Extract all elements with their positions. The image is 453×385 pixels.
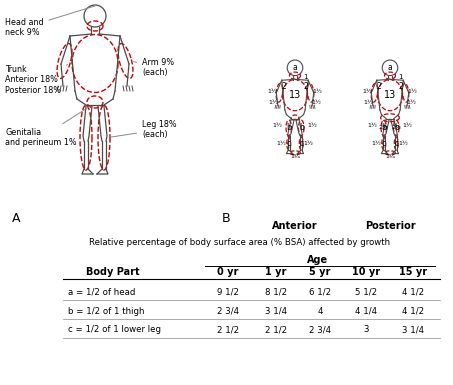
Text: 2½: 2½ — [379, 126, 389, 131]
Text: 5 1/2: 5 1/2 — [355, 288, 377, 296]
Text: 1½: 1½ — [277, 141, 287, 146]
Text: 1¾: 1¾ — [385, 154, 395, 159]
Text: 4 1/4: 4 1/4 — [355, 306, 377, 315]
Text: c = 1/2 of 1 lower leg: c = 1/2 of 1 lower leg — [68, 325, 161, 335]
Text: 1½: 1½ — [363, 100, 373, 105]
Text: 2 3/4: 2 3/4 — [309, 325, 331, 335]
Text: c: c — [287, 139, 291, 148]
Text: a: a — [388, 63, 392, 72]
Text: 8 1/2: 8 1/2 — [265, 288, 287, 296]
Text: 15 yr: 15 yr — [399, 267, 427, 277]
Text: 0 yr: 0 yr — [217, 267, 239, 277]
Text: 2: 2 — [282, 82, 286, 91]
Text: 1½: 1½ — [362, 89, 372, 94]
Text: 1½: 1½ — [307, 123, 317, 128]
Text: 13: 13 — [289, 90, 301, 100]
Text: 2 1/2: 2 1/2 — [265, 325, 287, 335]
Text: Body Part: Body Part — [86, 267, 140, 277]
Text: Genitalia
and perineum 1%: Genitalia and perineum 1% — [5, 107, 90, 147]
Text: B: B — [222, 211, 231, 224]
Text: 1½: 1½ — [268, 100, 278, 105]
Text: 1: 1 — [303, 74, 307, 80]
Text: 4 1/2: 4 1/2 — [402, 306, 424, 315]
Text: 2½: 2½ — [391, 126, 401, 131]
Text: b: b — [286, 123, 291, 132]
Text: 1½: 1½ — [407, 100, 417, 105]
Text: c: c — [394, 139, 398, 148]
Text: Head and
neck 9%: Head and neck 9% — [5, 6, 95, 37]
Text: c: c — [382, 139, 386, 148]
Text: 5 yr: 5 yr — [309, 267, 331, 277]
Text: 2: 2 — [304, 82, 308, 91]
Text: Posterior: Posterior — [365, 221, 415, 231]
Text: 9 1/2: 9 1/2 — [217, 288, 239, 296]
Text: 6 1/2: 6 1/2 — [309, 288, 331, 296]
Text: Arm 9%
(each): Arm 9% (each) — [134, 58, 174, 77]
Text: 1½: 1½ — [368, 123, 378, 128]
Text: 4: 4 — [317, 306, 323, 315]
Text: 2 1/2: 2 1/2 — [217, 325, 239, 335]
Text: 1½: 1½ — [408, 89, 418, 94]
Text: 1½: 1½ — [313, 89, 323, 94]
Text: 1 yr: 1 yr — [265, 267, 287, 277]
Text: 1½: 1½ — [372, 141, 382, 146]
Text: Leg 18%
(each): Leg 18% (each) — [111, 120, 177, 139]
Text: 3: 3 — [363, 325, 369, 335]
Text: Relative percentage of body surface area (% BSA) affected by growth: Relative percentage of body surface area… — [89, 238, 390, 247]
Text: b: b — [381, 123, 386, 132]
Text: 2: 2 — [399, 82, 403, 91]
Text: 2 3/4: 2 3/4 — [217, 306, 239, 315]
Text: 1½: 1½ — [267, 89, 277, 94]
Text: 13: 13 — [384, 90, 396, 100]
Text: 1½: 1½ — [303, 141, 313, 146]
Text: a = 1/2 of head: a = 1/2 of head — [68, 288, 135, 296]
Text: A: A — [12, 211, 20, 224]
Text: b: b — [299, 123, 304, 132]
Text: Trunk
Anterior 18%
Posterior 18%: Trunk Anterior 18% Posterior 18% — [5, 65, 67, 95]
Text: 1½: 1½ — [402, 123, 412, 128]
Text: 3 1/4: 3 1/4 — [265, 306, 287, 315]
Text: 1½: 1½ — [273, 123, 283, 128]
Text: 1½: 1½ — [312, 100, 322, 105]
Text: 3 1/4: 3 1/4 — [402, 325, 424, 335]
Text: 1¾: 1¾ — [290, 154, 300, 159]
Text: c: c — [299, 139, 304, 148]
Text: 1: 1 — [398, 74, 402, 80]
Text: 4 1/2: 4 1/2 — [402, 288, 424, 296]
Text: 10 yr: 10 yr — [352, 267, 380, 277]
Text: Anterior: Anterior — [272, 221, 318, 231]
Text: b: b — [394, 123, 399, 132]
Text: a: a — [293, 63, 297, 72]
Text: b = 1/2 of 1 thigh: b = 1/2 of 1 thigh — [68, 306, 145, 315]
Text: 1½: 1½ — [398, 141, 408, 146]
Text: 2: 2 — [377, 82, 381, 91]
Text: Age: Age — [307, 255, 328, 265]
